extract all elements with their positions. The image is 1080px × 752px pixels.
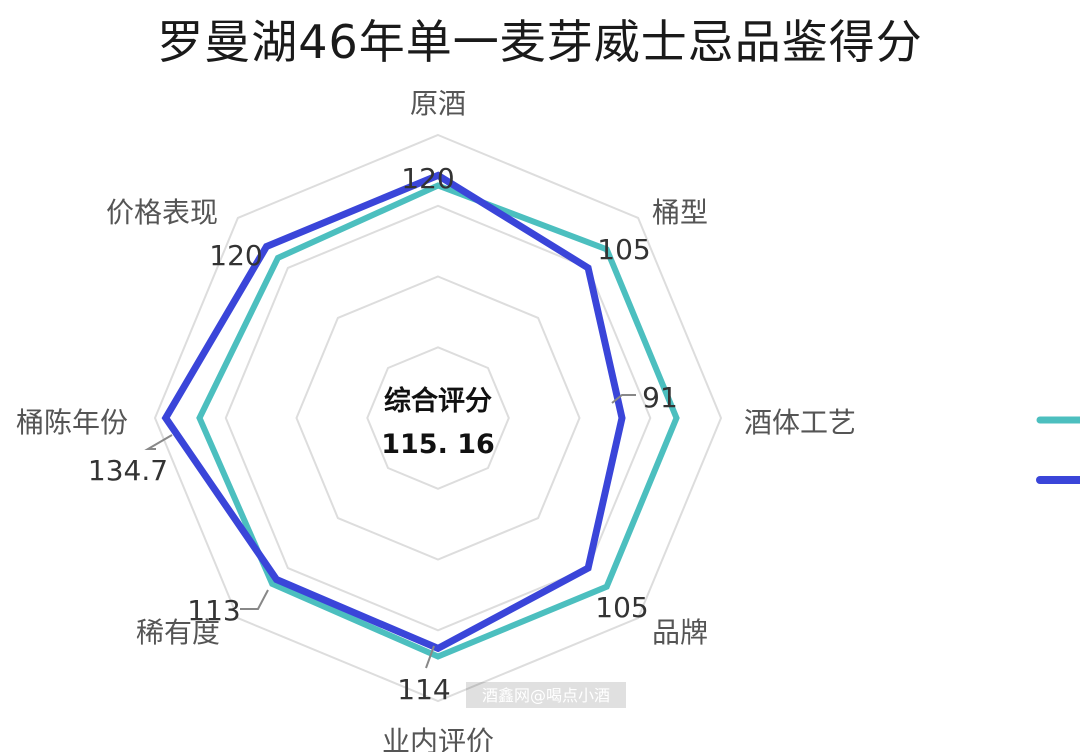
series-line-2 [161,171,626,653]
series-line-1 [196,182,680,660]
data-label: 105 [595,591,648,624]
leader-line [425,645,435,669]
data-label: 120 [401,162,454,195]
axis-label: 稀有度 [136,616,220,649]
watermark-bg [466,682,626,708]
data-label: 91 [642,381,678,414]
axis-label: 原酒 [410,87,466,120]
chart-title: 罗曼湖46年单一麦芽威士忌品鉴得分 [157,15,923,69]
data-label: 134.7 [88,454,168,487]
center-score-label: 综合评分 [384,385,492,417]
leader-line [144,434,173,450]
grid-ring [224,204,652,632]
axis-label: 业内评价 [382,725,494,752]
grid-ring [295,275,581,561]
data-label: 120 [209,239,262,272]
watermark: 酒鑫网@喝点小酒 [482,686,610,705]
axis-label: 品牌 [652,616,708,649]
data-label: 105 [597,233,650,266]
axis-label: 桶陈年份 [16,406,128,439]
leader-line [611,394,636,404]
data-label: 114 [397,673,450,706]
data-label: 113 [187,594,240,627]
axis-label: 价格表现 [106,196,218,229]
legend [1036,416,1080,484]
leader-line [240,589,269,610]
axis-label: 桶型 [652,196,708,229]
grid-ring [153,133,723,703]
center-score-value: 115. 16 [381,429,495,460]
axis-label: 酒体工艺 [744,406,856,439]
series-layer [161,171,680,660]
grid-ring [366,346,510,490]
radar-grid [153,133,723,703]
